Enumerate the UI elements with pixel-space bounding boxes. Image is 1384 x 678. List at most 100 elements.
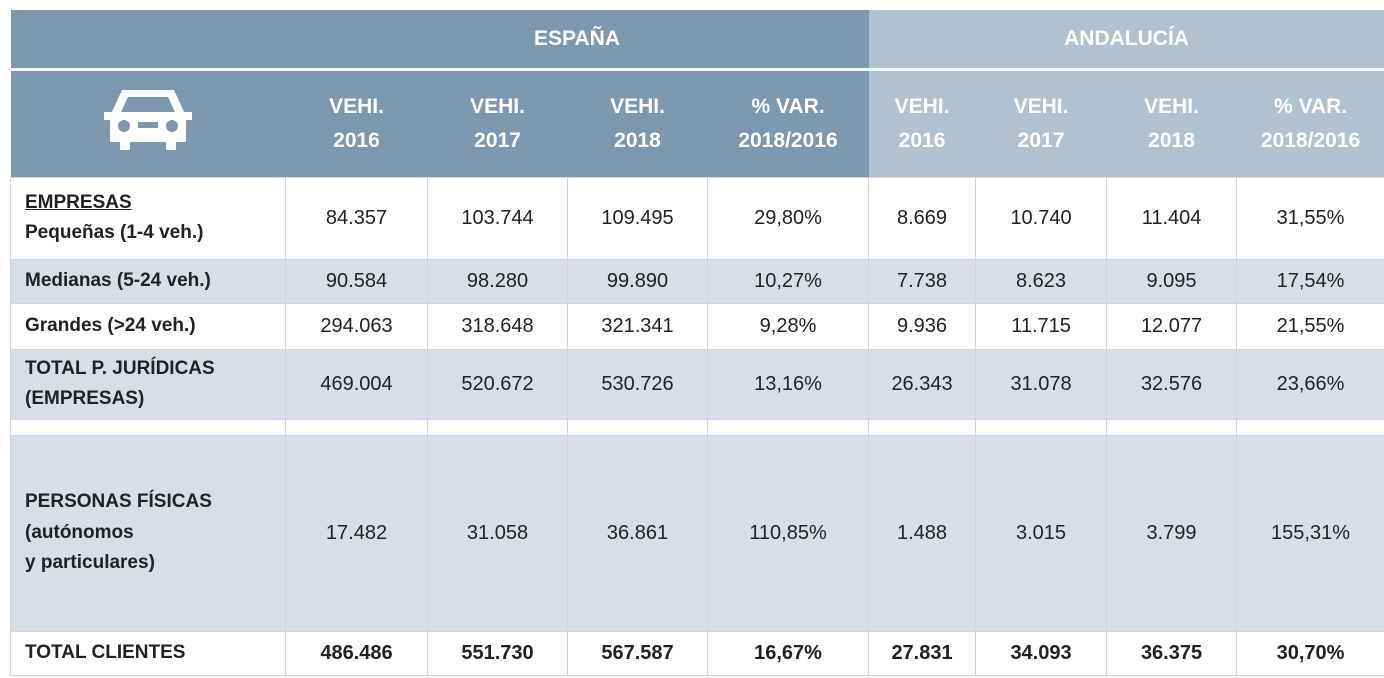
spacer-cell: [1106, 418, 1238, 436]
cell: 84.357: [285, 176, 428, 260]
cell: 109.495: [567, 176, 708, 260]
data-row: TOTAL CLIENTES 486.486 551.730 567.587 16,67…: [10, 630, 1384, 676]
spacer-cell: [1236, 418, 1384, 436]
cell: 17.482: [285, 434, 428, 632]
column-header-line: 2016: [898, 128, 946, 152]
vehicle-table: ESPAÑA ANDALUCÍA VEHI. 2016 VEHI. 2017 VEHI.…: [10, 10, 1384, 676]
cell: 469.004: [285, 348, 428, 420]
spacer-row: [10, 418, 1384, 436]
cell: 9.936: [868, 302, 977, 350]
spacer-cell: [567, 418, 708, 436]
cell: 567.587: [567, 630, 708, 676]
cell: 110,85%: [706, 434, 870, 632]
cell: 10,27%: [706, 258, 870, 304]
column-header-row: VEHI. 2016 VEHI. 2017 VEHI. 2018 % VAR. 2018/20…: [10, 71, 1384, 177]
column-header-line: VEHI.: [470, 95, 525, 119]
row-label: Medianas (5-24 veh.): [10, 258, 286, 304]
cell: 1.488: [868, 434, 977, 632]
spacer-cell: [427, 418, 568, 436]
cell: 294.063: [285, 302, 428, 350]
row-label: PERSONAS FÍSICAS (autónomos y particulares…: [10, 434, 286, 632]
cell: 26.343: [868, 348, 977, 420]
cell: 7.738: [868, 258, 977, 304]
cell: 3.015: [975, 434, 1108, 632]
row-label-line: Medianas (5-24 veh.): [25, 269, 211, 291]
row-label: EMPRESAS Pequeñas (1-4 veh.): [10, 176, 286, 260]
column-header-line: VEHI.: [1013, 95, 1069, 119]
cell: 36.861: [567, 434, 708, 632]
row-label: Grandes (>24 veh.): [10, 302, 286, 350]
cell: 90.584: [285, 258, 428, 304]
cell: 11.715: [975, 302, 1108, 350]
cell: 36.375: [1106, 630, 1238, 676]
cell: 31,55%: [1236, 176, 1384, 260]
row-label-line: PERSONAS FÍSICAS: [25, 491, 212, 513]
column-header-line: VEHI.: [1144, 95, 1199, 119]
cell: 520.672: [427, 348, 568, 420]
row-label-line: (autónomos: [25, 521, 134, 543]
data-row: PERSONAS FÍSICAS (autónomos y particulares…: [10, 434, 1384, 632]
column-header: VEHI. 2017: [427, 71, 568, 177]
row-label-line: y particulares): [25, 552, 155, 574]
column-header-line: VEHI.: [329, 95, 384, 119]
cell: 23,66%: [1236, 348, 1384, 420]
column-header: VEHI. 2018: [1106, 71, 1237, 177]
row-label-line: TOTAL P. JURÍDICAS: [25, 357, 215, 379]
cell: 103.744: [427, 176, 568, 260]
column-header-line: % VAR.: [1273, 95, 1348, 119]
corner-cell: [10, 10, 286, 68]
column-header: VEHI. 2016: [868, 71, 976, 177]
gap: [10, 68, 1384, 71]
column-header: % VAR. 2018/2016: [1236, 71, 1384, 177]
column-header: % VAR. 2018/2016: [707, 71, 869, 177]
column-header: VEHI. 2018: [567, 71, 708, 177]
cell: 13,16%: [706, 348, 870, 420]
cell: 8.623: [975, 258, 1108, 304]
column-header-line: 2017: [474, 128, 521, 152]
cell: 3.799: [1106, 434, 1238, 632]
column-header-line: 2018: [1148, 128, 1195, 152]
column-header: VEHI. 2016: [285, 71, 428, 177]
cell: 16,67%: [706, 630, 870, 676]
column-header-line: 2018/2016: [738, 128, 838, 152]
group-header: ANDALUCÍA: [868, 10, 1384, 68]
cell: 8.669: [868, 176, 977, 260]
spacer-cell: [285, 418, 428, 436]
column-header-line: 2018: [614, 128, 661, 152]
data-row: Grandes (>24 veh.) 294.063 318.648 321.341 9…: [10, 302, 1384, 350]
cell: 9.095: [1106, 258, 1238, 304]
group-header-row: ESPAÑA ANDALUCÍA: [10, 10, 1384, 68]
row-label-line: (EMPRESAS): [25, 388, 145, 409]
cell: 29,80%: [706, 176, 870, 260]
cell: 21,55%: [1236, 302, 1384, 350]
table-body: ESPAÑA ANDALUCÍA VEHI. 2016 VEHI. 2017 VEHI.…: [10, 10, 1384, 676]
spacer-cell: [868, 418, 977, 436]
column-header-line: 2018/2016: [1260, 128, 1361, 152]
row-label: TOTAL CLIENTES: [10, 630, 286, 676]
cell: 486.486: [285, 630, 428, 676]
cell: 31.058: [427, 434, 568, 632]
row-label-line: EMPRESAS: [25, 191, 132, 213]
cell: 99.890: [567, 258, 708, 304]
cell: 27.831: [868, 630, 977, 676]
cell: 17,54%: [1236, 258, 1384, 304]
cell: 9,28%: [706, 302, 870, 350]
data-row: TOTAL P. JURÍDICAS (EMPRESAS) 469.004 520.6…: [10, 348, 1384, 420]
row-label: TOTAL P. JURÍDICAS (EMPRESAS): [10, 348, 286, 420]
spacer-cell: [975, 418, 1108, 436]
cell: 12.077: [1106, 302, 1238, 350]
gap-row: [10, 68, 1384, 71]
column-header-line: % VAR.: [751, 95, 825, 119]
column-header-line: 2017: [1017, 128, 1065, 152]
cell: 30,70%: [1236, 630, 1384, 676]
spacer-cell: [706, 418, 870, 436]
cell: 11.404: [1106, 176, 1238, 260]
cell: 34.093: [975, 630, 1108, 676]
column-header: VEHI. 2017: [975, 71, 1107, 177]
data-row: Medianas (5-24 veh.) 90.584 98.280 99.890 10…: [10, 258, 1384, 304]
column-header-line: 2016: [333, 128, 380, 152]
car-icon: [104, 90, 192, 151]
column-header-line: VEHI.: [610, 95, 665, 119]
cell: 318.648: [427, 302, 568, 350]
